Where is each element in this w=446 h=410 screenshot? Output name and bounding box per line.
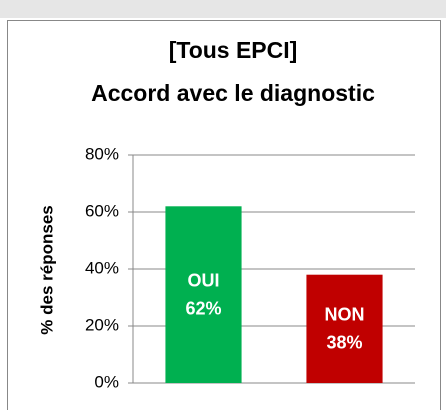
chart-title: [Tous EPCI] (169, 37, 298, 63)
data-label: 62% (185, 298, 221, 318)
bar (306, 274, 383, 383)
chart-title: Accord avec le diagnostic (91, 80, 375, 106)
y-tick-label: 20% (85, 315, 119, 334)
bar-category-label: OUI (187, 270, 219, 290)
top-strip (0, 0, 446, 18)
data-label: 38% (326, 333, 362, 353)
y-tick-label: 0% (94, 372, 119, 391)
y-axis-label: % des réponses (37, 205, 56, 334)
y-tick-label: 60% (85, 201, 119, 220)
bar (165, 206, 242, 383)
y-tick-label: 80% (85, 144, 119, 163)
y-tick-label: 40% (85, 258, 119, 277)
bar-category-label: NON (325, 305, 365, 325)
